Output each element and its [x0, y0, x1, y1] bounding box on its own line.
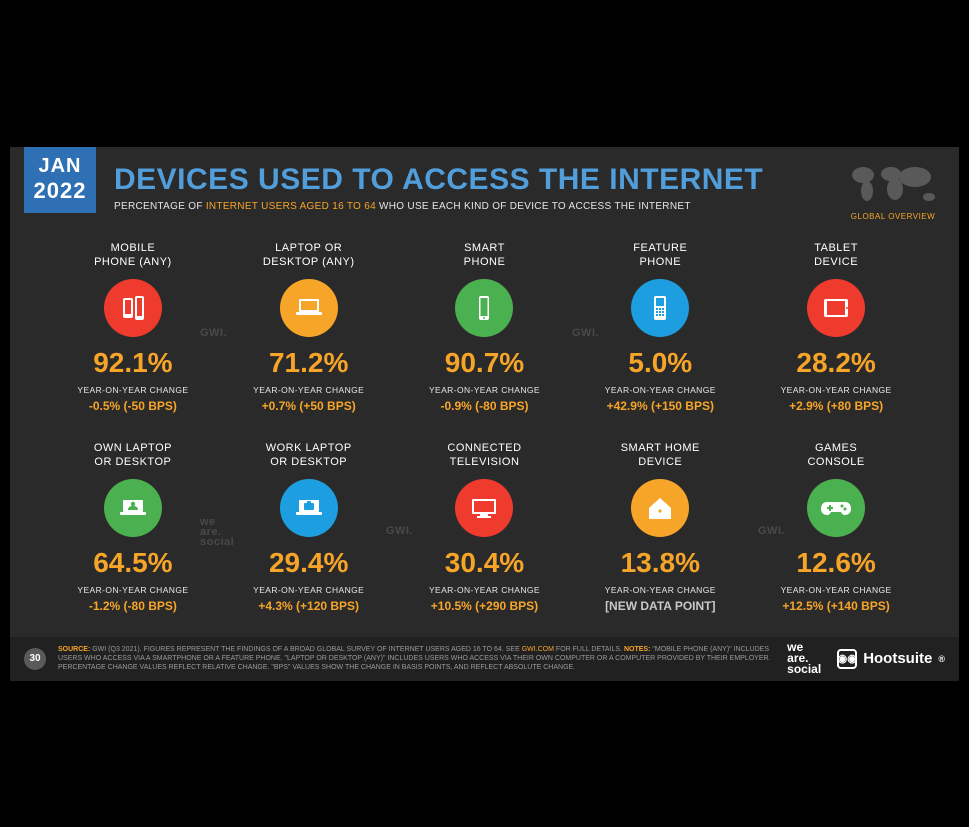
slide: JAN 2022 DEVICES USED TO ACCESS THE INTE… [10, 147, 959, 681]
page-number: 30 [24, 648, 46, 670]
metric-label: WORK LAPTOP OR DESKTOP [226, 439, 392, 469]
was-l3: social [787, 664, 821, 675]
yoy-caption: YEAR-ON-YEAR CHANGE [577, 585, 743, 595]
metric-icon-circle [455, 479, 513, 537]
metric-icon-circle [631, 279, 689, 337]
metric-label: GAMES CONSOLE [753, 439, 919, 469]
yoy-caption: YEAR-ON-YEAR CHANGE [402, 385, 568, 395]
subtitle-pre: PERCENTAGE OF [114, 201, 206, 212]
metric-percent: 64.5% [50, 547, 216, 579]
metric-cell: FEATURE PHONE 5.0% YEAR-ON-YEAR CHANGE +42.… [577, 239, 743, 413]
metric-cell: SMART PHONE 90.7% YEAR-ON-YEAR CHANGE -0.9%… [402, 239, 568, 413]
metric-yoy: +10.5% (+290 BPS) [402, 599, 568, 613]
slide-title: DEVICES USED TO ACCESS THE INTERNET [114, 163, 763, 197]
reg-mark: ® [938, 654, 945, 664]
subtitle-highlight: INTERNET USERS AGED 16 TO 64 [206, 201, 376, 212]
metric-cell: OWN LAPTOP OR DESKTOP 64.5% YEAR-ON-YEAR C… [50, 439, 216, 613]
metric-cell: CONNECTED TELEVISION 30.4% YEAR-ON-YEAR CH… [402, 439, 568, 613]
source-label: SOURCE: [58, 646, 90, 653]
metric-percent: 30.4% [402, 547, 568, 579]
metric-percent: 92.1% [50, 347, 216, 379]
gwi-watermark: GWI. [758, 525, 785, 537]
metric-cell: LAPTOP OR DESKTOP (ANY) 71.2% YEAR-ON-YEAR… [226, 239, 392, 413]
owl-icon: ◉◉ [837, 649, 857, 669]
metric-label: FEATURE PHONE [577, 239, 743, 269]
metric-cell: SMART HOME DEVICE 13.8% YEAR-ON-YEAR CHANG… [577, 439, 743, 613]
we-are-social-watermark: weare.social [200, 517, 234, 547]
date-month: JAN [24, 155, 96, 178]
metric-icon-circle [455, 279, 513, 337]
yoy-caption: YEAR-ON-YEAR CHANGE [50, 385, 216, 395]
metric-yoy: +4.3% (+120 BPS) [226, 599, 392, 613]
yoy-caption: YEAR-ON-YEAR CHANGE [577, 385, 743, 395]
metric-icon-circle [280, 279, 338, 337]
metric-percent: 29.4% [226, 547, 392, 579]
metric-percent: 71.2% [226, 347, 392, 379]
source-body-a: GWI (Q3 2021). FIGURES REPRESENT THE FIN… [90, 646, 521, 653]
metric-label: MOBILE PHONE (ANY) [50, 239, 216, 269]
we-are-social-logo: we are. social [787, 642, 821, 675]
yoy-caption: YEAR-ON-YEAR CHANGE [753, 585, 919, 595]
metric-yoy: -1.2% (-80 BPS) [50, 599, 216, 613]
metric-yoy: [NEW DATA POINT] [577, 599, 743, 613]
metric-yoy: +42.9% (+150 BPS) [577, 399, 743, 413]
metric-label: LAPTOP OR DESKTOP (ANY) [226, 239, 392, 269]
slide-subtitle: PERCENTAGE OF INTERNET USERS AGED 16 TO … [114, 201, 691, 212]
hootsuite-logo: ◉◉ Hootsuite ® [837, 649, 945, 669]
metric-cell: WORK LAPTOP OR DESKTOP 29.4% YEAR-ON-YEAR … [226, 439, 392, 613]
metric-icon-circle [631, 479, 689, 537]
outer-frame: JAN 2022 DEVICES USED TO ACCESS THE INTE… [0, 0, 969, 827]
gwi-watermark: GWI. [200, 327, 227, 339]
metric-label: TABLET DEVICE [753, 239, 919, 269]
date-tab: JAN 2022 [24, 147, 96, 213]
metric-label: CONNECTED TELEVISION [402, 439, 568, 469]
date-year: 2022 [24, 178, 96, 204]
source-link: GWI.COM [522, 646, 554, 653]
metric-yoy: +2.9% (+80 BPS) [753, 399, 919, 413]
metric-percent: 28.2% [753, 347, 919, 379]
yoy-caption: YEAR-ON-YEAR CHANGE [402, 585, 568, 595]
metric-percent: 90.7% [402, 347, 568, 379]
yoy-caption: YEAR-ON-YEAR CHANGE [50, 585, 216, 595]
metric-label: SMART HOME DEVICE [577, 439, 743, 469]
metric-icon-circle [104, 279, 162, 337]
world-map-badge: GLOBAL OVERVIEW [845, 161, 941, 221]
metric-label: OWN LAPTOP OR DESKTOP [50, 439, 216, 469]
metric-yoy: -0.5% (-50 BPS) [50, 399, 216, 413]
metric-yoy: -0.9% (-80 BPS) [402, 399, 568, 413]
metric-cell: MOBILE PHONE (ANY) 92.1% YEAR-ON-YEAR CHAN… [50, 239, 216, 413]
footer: 30 SOURCE: GWI (Q3 2021). FIGURES REPRES… [10, 637, 959, 681]
yoy-caption: YEAR-ON-YEAR CHANGE [226, 385, 392, 395]
gwi-watermark: GWI. [572, 327, 599, 339]
metric-icon-circle [807, 479, 865, 537]
metric-icon-circle [807, 279, 865, 337]
metric-percent: 12.6% [753, 547, 919, 579]
source-text: SOURCE: GWI (Q3 2021). FIGURES REPRESENT… [58, 645, 787, 672]
metric-label: SMART PHONE [402, 239, 568, 269]
metric-percent: 5.0% [577, 347, 743, 379]
metric-icon-circle [280, 479, 338, 537]
hootsuite-text: Hootsuite [863, 650, 932, 667]
footer-logos: we are. social ◉◉ Hootsuite ® [787, 642, 945, 675]
yoy-caption: YEAR-ON-YEAR CHANGE [753, 385, 919, 395]
source-body-b: FOR FULL DETAILS. [554, 646, 624, 653]
world-map-icon [845, 161, 941, 205]
notes-label: NOTES: [624, 646, 650, 653]
metric-percent: 13.8% [577, 547, 743, 579]
metrics-grid: MOBILE PHONE (ANY) 92.1% YEAR-ON-YEAR CHAN… [50, 239, 919, 613]
subtitle-post: WHO USE EACH KIND OF DEVICE TO ACCESS TH… [376, 201, 691, 212]
gwi-watermark: GWI. [386, 525, 413, 537]
metric-icon-circle [104, 479, 162, 537]
metric-cell: TABLET DEVICE 28.2% YEAR-ON-YEAR CHANGE +2.… [753, 239, 919, 413]
metric-yoy: +12.5% (+140 BPS) [753, 599, 919, 613]
yoy-caption: YEAR-ON-YEAR CHANGE [226, 585, 392, 595]
global-overview-label: GLOBAL OVERVIEW [845, 212, 941, 221]
metric-yoy: +0.7% (+50 BPS) [226, 399, 392, 413]
